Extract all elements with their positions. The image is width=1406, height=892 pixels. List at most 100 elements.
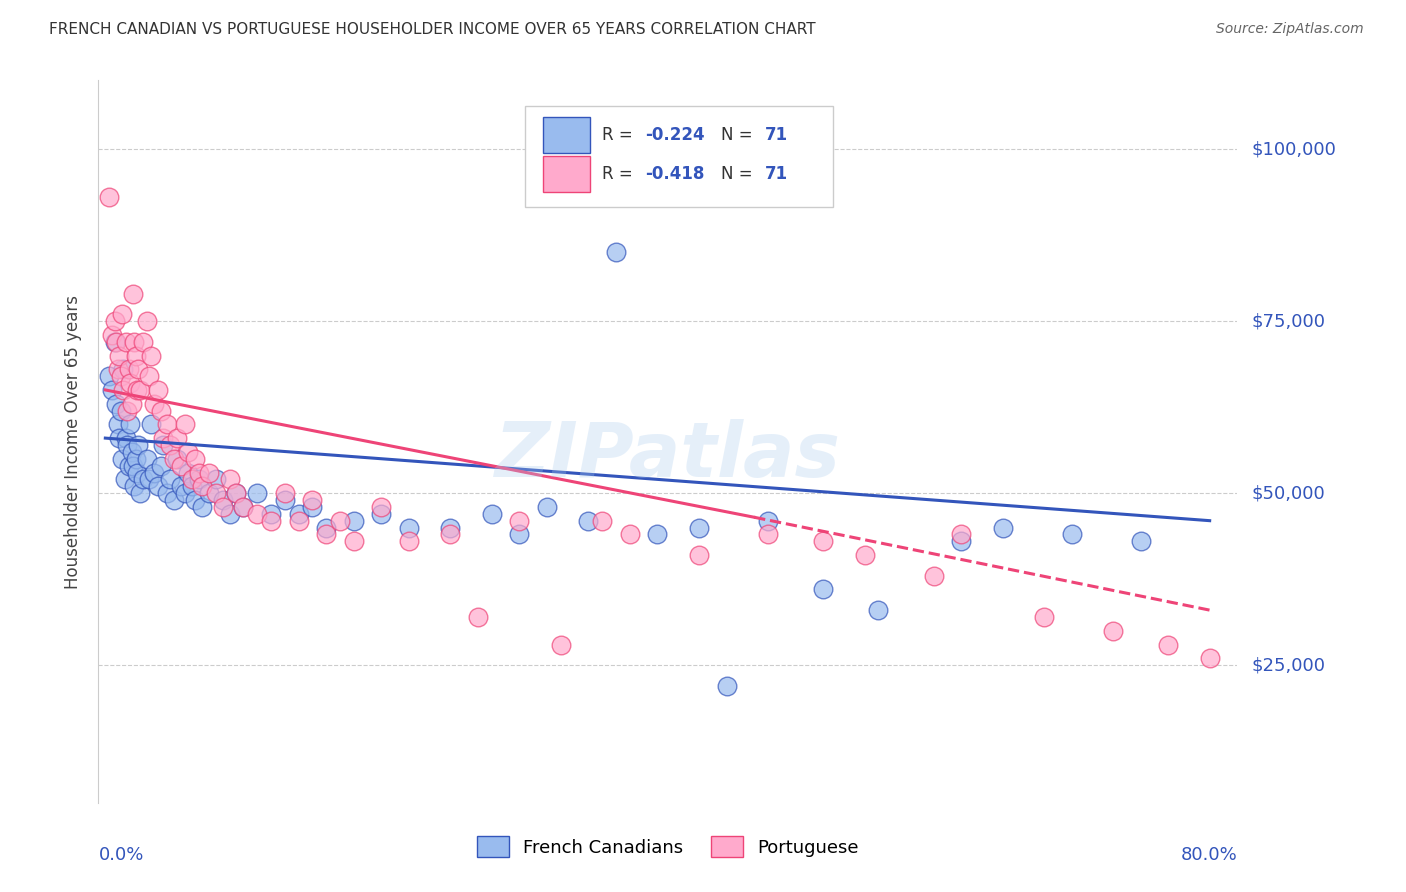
Point [536,500,558,514]
Point [117,403,139,417]
Text: ZIPatlas: ZIPatlas [495,419,841,493]
Point [688,520,710,534]
Point [343,534,366,549]
Text: R =: R = [602,126,638,145]
Point [177,466,200,480]
Point [108,349,131,363]
Point [142,397,165,411]
Point [135,451,157,466]
Point [124,334,146,349]
Point [170,479,193,493]
Point [619,527,641,541]
Point [111,307,134,321]
Point [98,369,121,384]
Point [107,417,129,432]
Point [191,479,214,493]
Point [184,451,207,466]
Text: $25,000: $25,000 [1251,657,1326,674]
FancyBboxPatch shape [543,156,591,192]
Text: N =: N = [721,126,758,145]
Text: -0.224: -0.224 [645,126,704,145]
Point [149,403,172,417]
Point [105,397,128,411]
Point [111,451,134,466]
Point [218,472,240,486]
Y-axis label: Householder Income Over 65 years: Householder Income Over 65 years [65,294,83,589]
Point [101,383,124,397]
Point [232,500,254,514]
Point [398,520,420,534]
Point [174,417,197,432]
Point [950,527,973,541]
Point [260,507,283,521]
Point [853,548,876,562]
Point [811,582,834,597]
Point [204,486,226,500]
Point [131,334,153,349]
Point [287,507,309,521]
Point [125,466,148,480]
Point [125,349,148,363]
Point [225,486,247,500]
Text: 80.0%: 80.0% [1181,847,1237,864]
Point [950,534,973,549]
Text: -0.418: -0.418 [645,165,704,183]
Point [139,349,162,363]
Point [121,445,143,459]
Text: $100,000: $100,000 [1251,140,1336,158]
Point [120,376,142,390]
Point [105,334,128,349]
Point [149,458,172,473]
Point [301,500,323,514]
Text: 71: 71 [765,165,787,183]
Point [121,397,143,411]
Point [481,507,503,521]
Point [166,451,188,466]
Point [138,369,160,384]
Point [315,527,337,541]
Point [138,472,160,486]
Text: Source: ZipAtlas.com: Source: ZipAtlas.com [1216,22,1364,37]
Point [274,493,297,508]
Point [142,466,165,480]
Point [274,486,297,500]
Text: $50,000: $50,000 [1251,484,1324,502]
Point [591,514,613,528]
Point [110,369,132,384]
Point [127,362,149,376]
Point [107,362,129,376]
Point [131,472,153,486]
Point [174,486,197,500]
Point [508,527,530,541]
Point [1033,610,1056,624]
Point [246,486,269,500]
Point [125,383,148,397]
Point [115,334,138,349]
Text: $75,000: $75,000 [1251,312,1326,330]
Point [122,458,145,473]
Point [315,520,337,534]
Text: FRENCH CANADIAN VS PORTUGUESE HOUSEHOLDER INCOME OVER 65 YEARS CORRELATION CHART: FRENCH CANADIAN VS PORTUGUESE HOUSEHOLDE… [49,22,815,37]
Point [225,486,247,500]
Point [232,500,254,514]
Point [139,417,162,432]
Point [756,527,779,541]
Point [118,458,141,473]
Point [118,362,141,376]
Point [146,479,169,493]
Point [370,500,392,514]
Point [398,534,420,549]
Point [181,472,204,486]
Point [159,438,181,452]
Point [605,245,627,260]
Point [128,383,150,397]
Point [114,472,136,486]
Point [688,548,710,562]
Point [1157,638,1180,652]
Point [166,431,188,445]
Point [991,520,1014,534]
Point [98,190,121,204]
Point [108,431,131,445]
Point [112,383,135,397]
Point [163,451,186,466]
